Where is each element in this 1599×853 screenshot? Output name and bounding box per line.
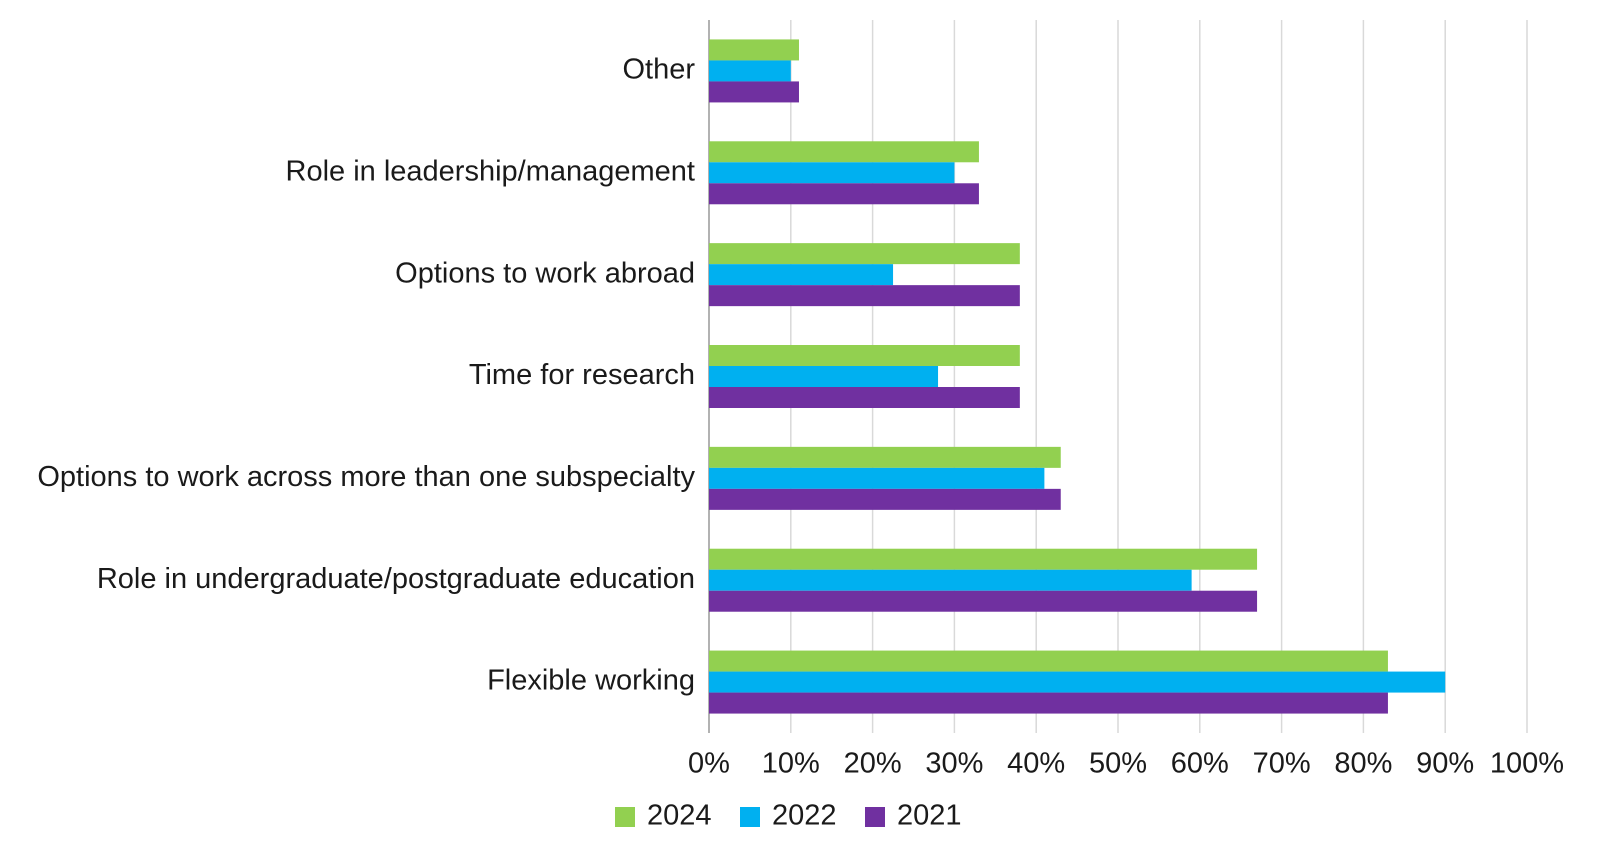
bar bbox=[709, 81, 799, 103]
bar bbox=[709, 141, 979, 163]
y-tick-label: Role in leadership/management bbox=[286, 155, 695, 187]
bar bbox=[709, 243, 1020, 265]
bar bbox=[709, 590, 1258, 612]
x-tick-label: 40% bbox=[1007, 748, 1065, 780]
y-tick-label: Options to work across more than one sub… bbox=[37, 461, 695, 493]
x-tick-label: 50% bbox=[1089, 748, 1147, 780]
y-tick-label: Options to work abroad bbox=[395, 257, 695, 289]
y-tick-label: Flexible working bbox=[487, 665, 695, 697]
bar bbox=[709, 569, 1192, 591]
bar bbox=[709, 446, 1061, 468]
x-tick-label: 10% bbox=[762, 748, 820, 780]
bar bbox=[709, 60, 791, 82]
bar bbox=[709, 183, 979, 205]
legend-label: 2024 bbox=[647, 800, 712, 832]
x-tick-label: 80% bbox=[1334, 748, 1392, 780]
bar bbox=[709, 162, 955, 184]
bar bbox=[709, 488, 1061, 510]
legend-swatch bbox=[865, 807, 885, 827]
bar bbox=[709, 387, 1020, 408]
x-tick-label: 100% bbox=[1490, 748, 1564, 780]
x-tick-label: 20% bbox=[844, 748, 902, 780]
x-tick-label: 0% bbox=[688, 748, 730, 780]
bar bbox=[709, 671, 1446, 693]
bar bbox=[709, 345, 1020, 366]
bar bbox=[709, 548, 1258, 570]
bar bbox=[709, 264, 894, 286]
y-tick-label: Time for research bbox=[469, 359, 695, 391]
legend-swatch bbox=[740, 807, 760, 827]
bar bbox=[709, 650, 1388, 672]
x-tick-label: 60% bbox=[1171, 748, 1229, 780]
x-tick-label: 30% bbox=[925, 748, 983, 780]
bar bbox=[709, 285, 1020, 307]
legend-label: 2021 bbox=[897, 800, 962, 832]
bar bbox=[709, 366, 939, 387]
x-tick-label: 90% bbox=[1416, 748, 1474, 780]
legend-swatch bbox=[615, 807, 635, 827]
y-tick-label: Other bbox=[622, 54, 695, 86]
bar bbox=[709, 467, 1045, 489]
x-tick-label: 70% bbox=[1253, 748, 1311, 780]
bar bbox=[709, 39, 799, 61]
bar bbox=[709, 692, 1388, 714]
legend-label: 2022 bbox=[772, 800, 837, 832]
y-tick-label: Role in undergraduate/postgraduate educa… bbox=[97, 563, 695, 595]
